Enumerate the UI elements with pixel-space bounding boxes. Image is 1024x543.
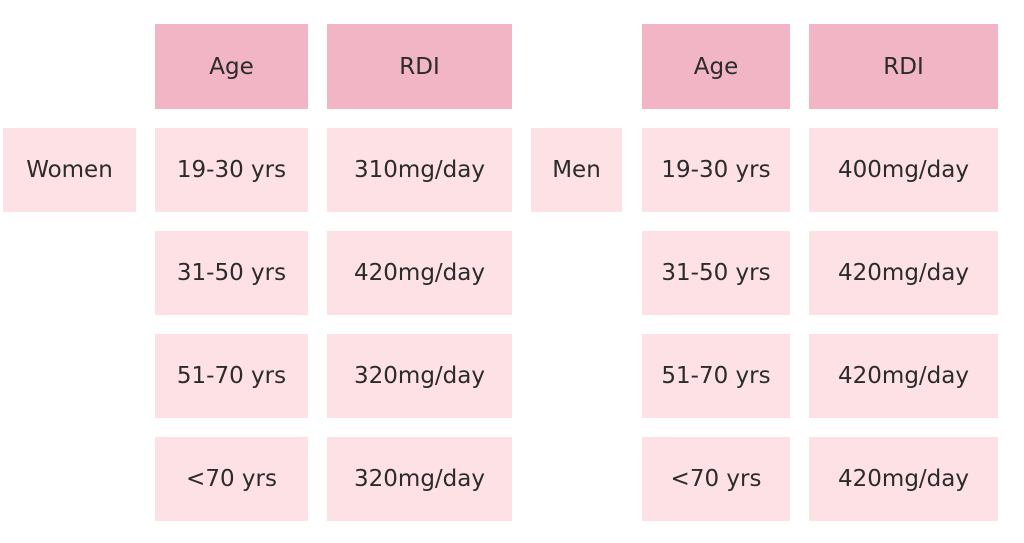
men-rdi-cell: 420mg/day <box>809 437 998 521</box>
women-rdi-cell: 320mg/day <box>327 437 512 521</box>
men-age-cell: 19-30 yrs <box>642 128 790 212</box>
men-label: Men <box>531 128 622 212</box>
women-rdi-cell: 320mg/day <box>327 334 512 418</box>
women-age-cell: 19-30 yrs <box>155 128 308 212</box>
women-label: Women <box>3 128 136 212</box>
women-rdi-header: RDI <box>327 24 512 109</box>
women-rdi-cell: 310mg/day <box>327 128 512 212</box>
women-age-cell: <70 yrs <box>155 437 308 521</box>
men-age-header: Age <box>642 24 790 109</box>
women-age-header: Age <box>155 24 308 109</box>
men-rdi-cell: 420mg/day <box>809 334 998 418</box>
women-rdi-cell: 420mg/day <box>327 231 512 315</box>
men-age-cell: <70 yrs <box>642 437 790 521</box>
men-age-cell: 31-50 yrs <box>642 231 790 315</box>
men-rdi-cell: 400mg/day <box>809 128 998 212</box>
men-rdi-header: RDI <box>809 24 998 109</box>
women-age-cell: 51-70 yrs <box>155 334 308 418</box>
women-age-cell: 31-50 yrs <box>155 231 308 315</box>
men-age-cell: 51-70 yrs <box>642 334 790 418</box>
men-rdi-cell: 420mg/day <box>809 231 998 315</box>
